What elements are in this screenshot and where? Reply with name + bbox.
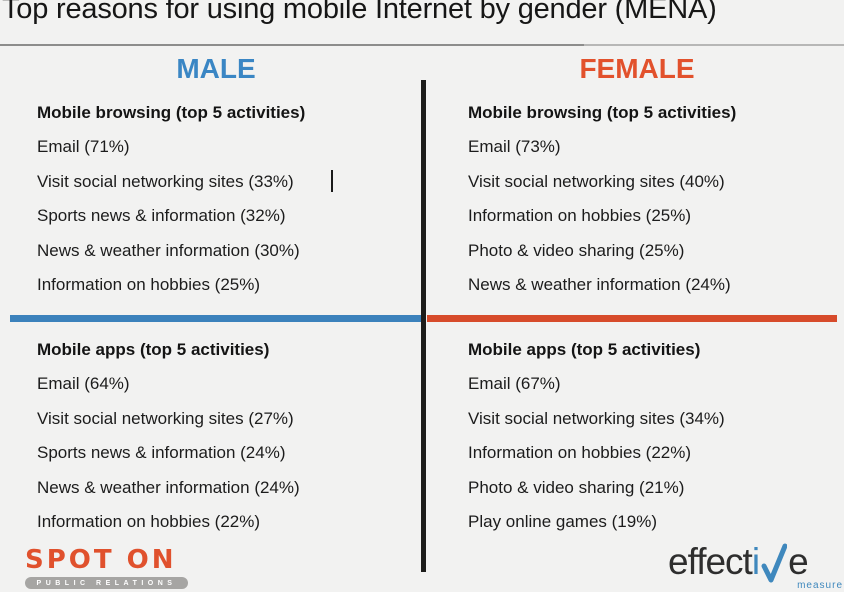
effective-measure-logo: effect i e measure xyxy=(668,538,843,592)
female-browsing-section: Mobile browsing (top 5 activities) Email… xyxy=(468,96,844,302)
activity-item: Visit social networking sites (27%) xyxy=(37,408,294,428)
male-apps-list: Email (64%) Visit social networking sites… xyxy=(37,367,429,539)
activity-item: Information on hobbies (25%) xyxy=(37,274,261,294)
activity-item: Play online games (19%) xyxy=(468,511,657,531)
activity-item: Sports news & information (32%) xyxy=(37,206,286,226)
female-column-header: FEMALE xyxy=(579,53,695,84)
vertical-divider xyxy=(421,80,426,572)
effective-logo-wordmark: effect i e xyxy=(668,538,843,584)
activity-item: Email (71%) xyxy=(37,137,130,157)
activity-item: Visit social networking sites (33%) xyxy=(37,171,294,191)
male-divider-bar xyxy=(10,315,422,322)
activity-item: Email (73%) xyxy=(468,137,561,157)
spot-on-logo-text: SPOT ON xyxy=(25,545,177,575)
section-heading: Mobile browsing (top 5 activities) xyxy=(37,103,306,122)
male-column-header: MALE xyxy=(176,53,256,84)
male-browsing-section: Mobile browsing (top 5 activities) Email… xyxy=(37,96,429,302)
activity-item: News & weather information (30%) xyxy=(37,240,300,260)
effective-text-i: i xyxy=(751,541,760,582)
activity-item: News & weather information (24%) xyxy=(37,477,300,497)
activity-item: Sports news & information (24%) xyxy=(37,443,286,463)
activity-item: Email (67%) xyxy=(468,374,561,394)
female-apps-section: Mobile apps (top 5 activities) Email (67… xyxy=(468,333,844,539)
activity-item: Information on hobbies (22%) xyxy=(37,511,261,531)
text-cursor xyxy=(331,170,333,192)
section-heading: Mobile browsing (top 5 activities) xyxy=(468,103,737,122)
section-heading: Mobile apps (top 5 activities) xyxy=(37,340,270,359)
title-rule-right xyxy=(584,44,844,46)
effective-measure-subtext: measure xyxy=(797,580,843,591)
activity-item: Information on hobbies (25%) xyxy=(468,206,692,226)
spot-on-tagline: PUBLIC RELATIONS xyxy=(25,577,188,589)
section-heading: Mobile apps (top 5 activities) xyxy=(468,340,701,359)
effective-text-e: e xyxy=(788,541,809,582)
page-title: Top reasons for using mobile Internet by… xyxy=(2,0,717,25)
title-rule-left xyxy=(0,44,584,46)
activity-item: Visit social networking sites (34%) xyxy=(468,408,725,428)
female-apps-list: Email (67%) Visit social networking sites… xyxy=(468,367,844,539)
activity-item: News & weather information (24%) xyxy=(468,274,731,294)
activity-item: Photo & video sharing (21%) xyxy=(468,477,685,497)
female-browsing-list: Email (73%) Visit social networking sites… xyxy=(468,130,844,302)
female-divider-bar xyxy=(427,315,837,322)
activity-item: Email (64%) xyxy=(37,374,130,394)
male-browsing-list: Email (71%) Visit social networking sites… xyxy=(37,130,429,302)
effective-text-dark: effect xyxy=(668,541,753,582)
checkmark-icon xyxy=(761,540,788,584)
male-apps-section: Mobile apps (top 5 activities) Email (64… xyxy=(37,333,429,539)
spot-on-logo: SPOT ON PUBLIC RELATIONS xyxy=(25,545,188,589)
activity-item: Information on hobbies (22%) xyxy=(468,443,692,463)
activity-item: Visit social networking sites (40%) xyxy=(468,171,725,191)
activity-item: Photo & video sharing (25%) xyxy=(468,240,685,260)
